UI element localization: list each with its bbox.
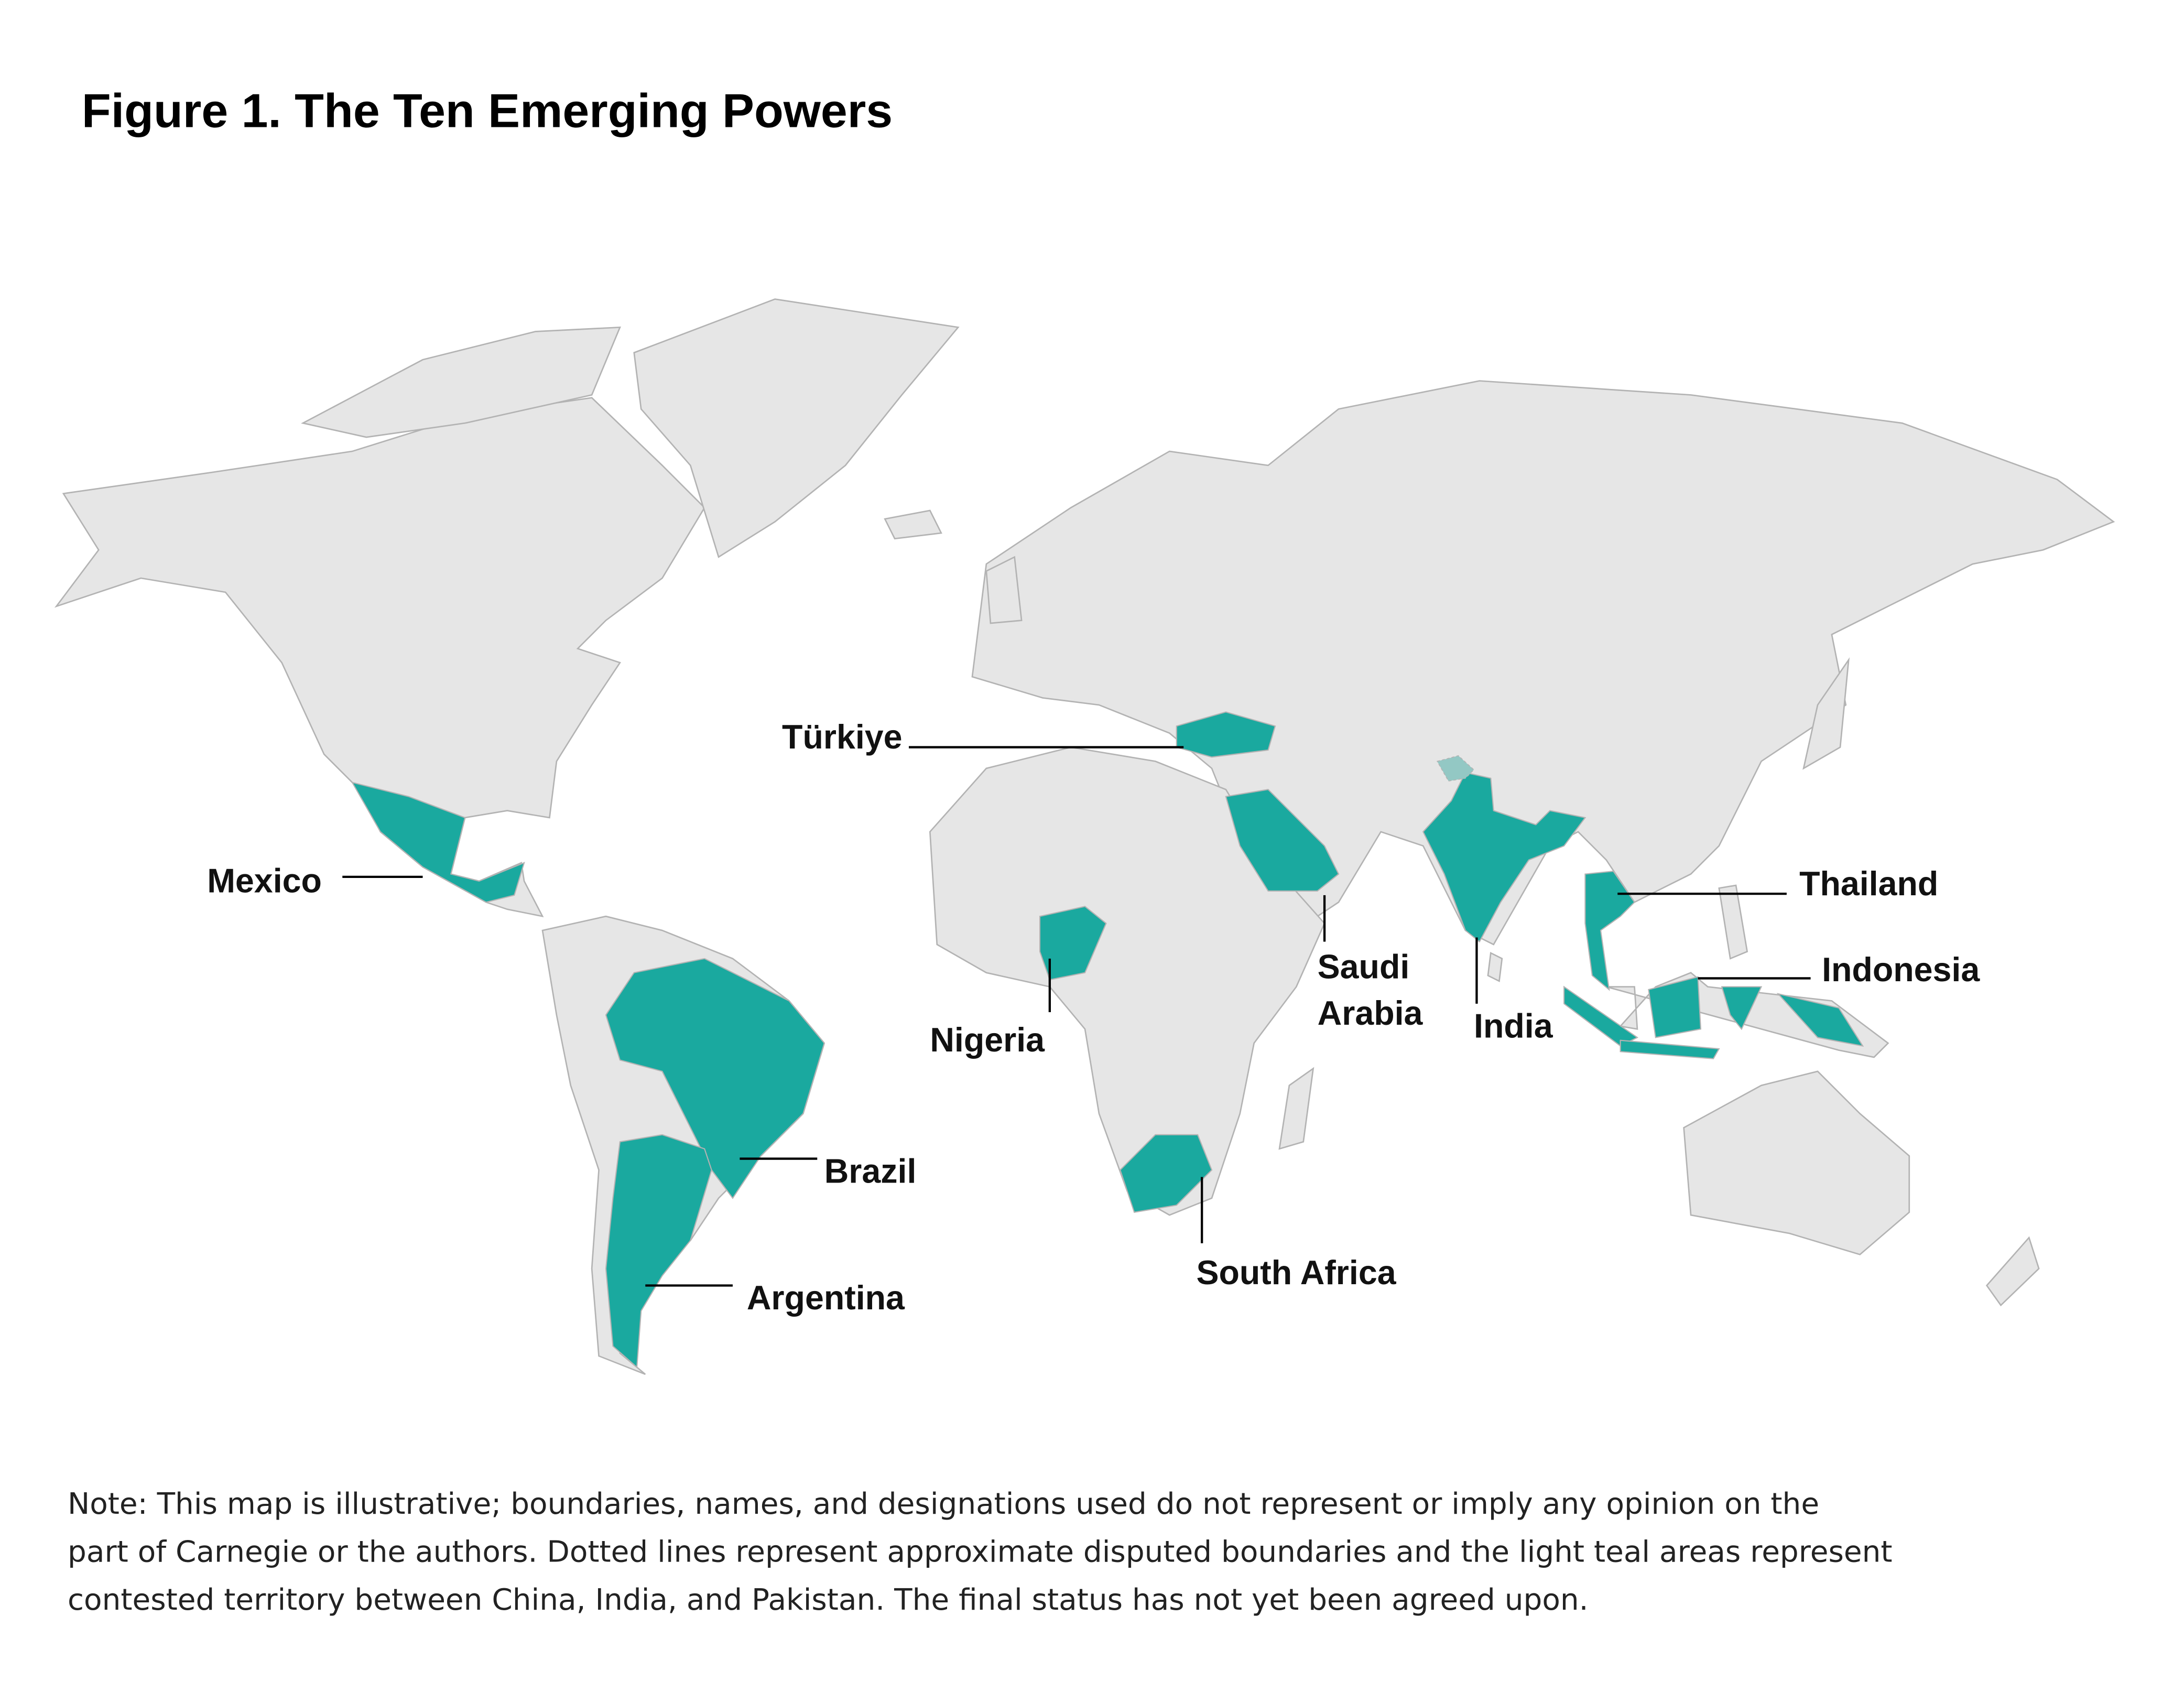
note-line-2: part of Carnegie or the authors. Dotted … xyxy=(68,1535,1892,1569)
label-argentina: Argentina xyxy=(747,1279,905,1317)
label-brazil: Brazil xyxy=(824,1152,917,1190)
label-thailand: Thailand xyxy=(1799,865,1938,903)
label-saudi-arabia-1: Saudi xyxy=(1318,948,1410,985)
country-india xyxy=(1422,772,1587,943)
land-new-zealand xyxy=(1985,1236,2040,1307)
note-line-1: Note: This map is illustrative; boundari… xyxy=(68,1487,1819,1521)
country-south-africa xyxy=(1120,1134,1213,1213)
land-north-america xyxy=(54,397,705,918)
label-india: India xyxy=(1474,1007,1553,1045)
note-line-3: contested territory between China, India… xyxy=(68,1583,1589,1617)
country-indonesia-sumatra xyxy=(1563,985,1639,1047)
land-sri-lanka xyxy=(1487,952,1503,982)
leader-lines xyxy=(342,746,1811,1287)
country-indonesia-borneo xyxy=(1648,976,1702,1038)
land-arctic-islands xyxy=(301,326,621,438)
figure-title: Figure 1. The Ten Emerging Powers xyxy=(82,84,893,138)
land-uk xyxy=(985,556,1023,624)
highlighted-countries xyxy=(351,711,1864,1369)
country-argentina xyxy=(605,1134,712,1369)
base-map xyxy=(54,298,2115,1375)
country-nigeria xyxy=(1039,906,1107,981)
land-iceland xyxy=(884,509,942,540)
country-labels: Türkiye Mexico Thailand Indonesia Saudi … xyxy=(207,718,1980,1317)
disputed-territory-kashmir xyxy=(1436,755,1475,782)
label-turkiye: Türkiye xyxy=(782,718,903,756)
country-indonesia-papua xyxy=(1776,993,1864,1047)
land-australia xyxy=(1683,1070,1910,1255)
country-indonesia-sulawesi xyxy=(1721,986,1763,1031)
land-madagascar xyxy=(1278,1067,1314,1150)
label-indonesia: Indonesia xyxy=(1822,951,1980,989)
land-greenland xyxy=(633,298,960,558)
label-mexico: Mexico xyxy=(207,862,322,899)
country-saudi-arabia xyxy=(1225,789,1340,892)
country-indonesia-java xyxy=(1620,1039,1720,1059)
country-mexico xyxy=(351,782,525,903)
land-philippines xyxy=(1718,884,1748,960)
label-south-africa: South Africa xyxy=(1196,1254,1396,1292)
country-brazil xyxy=(605,958,825,1199)
note: Note: This map is illustrative; boundari… xyxy=(68,1487,1892,1617)
label-saudi-arabia-2: Arabia xyxy=(1318,994,1424,1032)
label-nigeria: Nigeria xyxy=(930,1021,1045,1059)
land-japan xyxy=(1802,657,1850,770)
country-thailand xyxy=(1584,871,1635,991)
